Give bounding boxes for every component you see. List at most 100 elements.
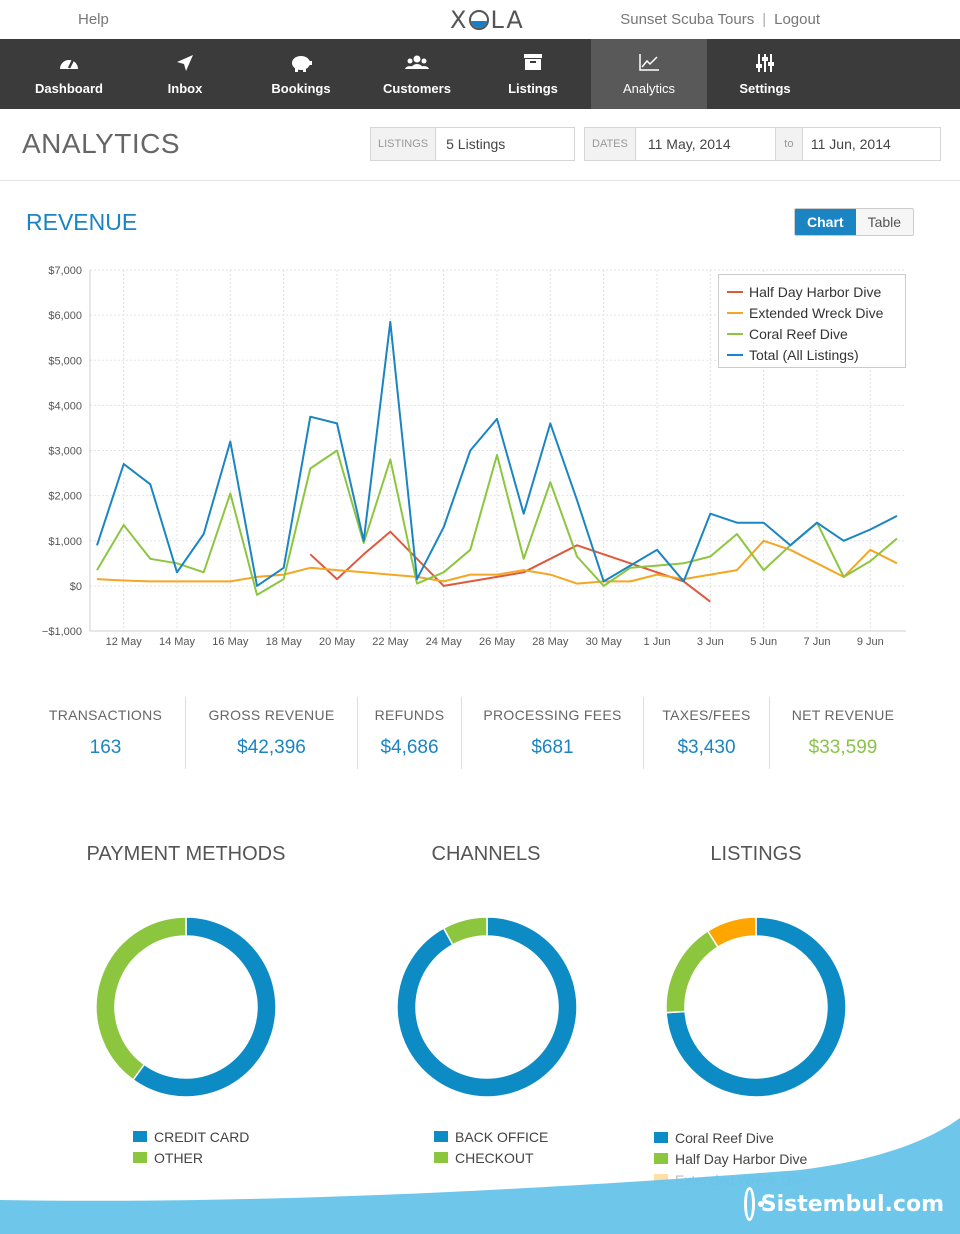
stat-label: REFUNDS bbox=[374, 707, 445, 723]
x-tick-label: 3 Jun bbox=[697, 636, 724, 648]
donut-slice-half-day-harbor-dive[interactable] bbox=[665, 929, 719, 1014]
watermark: Sistembul.com bbox=[744, 1186, 944, 1222]
legend-label: Coral Reef Dive bbox=[675, 1129, 774, 1146]
y-tick-label: $1,000 bbox=[48, 536, 82, 548]
stat-label: NET REVENUE bbox=[791, 707, 895, 723]
x-tick-label: 14 May bbox=[159, 636, 196, 648]
payment-methods-title: PAYMENT METHODS bbox=[86, 843, 286, 865]
revenue-line-chart: −$1,000 $0 $1,000 $2,000 $3,000 $4,000 $5,000 $… bbox=[42, 265, 906, 648]
nav-item-inbox[interactable]: Inbox bbox=[127, 39, 243, 109]
stat-value: $4,686 bbox=[380, 737, 439, 758]
legend-label: OTHER bbox=[154, 1149, 203, 1166]
y-tick-label: $2,000 bbox=[48, 491, 82, 503]
x-tick-label: 26 May bbox=[479, 636, 516, 648]
donut-slice-back-office[interactable] bbox=[396, 916, 578, 1098]
series-line-total bbox=[96, 320, 898, 587]
archive-icon bbox=[523, 53, 543, 77]
table-button[interactable]: Table bbox=[855, 209, 914, 235]
legend-swatch bbox=[133, 1131, 147, 1142]
legend-label: Coral Reef Dive bbox=[749, 325, 848, 342]
stat-label: GROSS REVENUE bbox=[208, 707, 335, 723]
bottom-wave bbox=[0, 1118, 960, 1234]
nav-label: Customers bbox=[383, 80, 451, 96]
nav-item-customers[interactable]: Customers bbox=[359, 39, 475, 109]
chart-button[interactable]: Chart bbox=[795, 209, 856, 235]
legend-item-total[interactable]: Total (All Listings) bbox=[727, 344, 905, 365]
legend-swatch bbox=[654, 1174, 668, 1185]
y-tick-label: $3,000 bbox=[48, 446, 82, 458]
main-nav: Dashboard Inbox Bookings Customers Listi… bbox=[0, 39, 960, 109]
nav-label: Bookings bbox=[271, 80, 331, 96]
listings-title: LISTINGS bbox=[710, 843, 802, 865]
y-tick-label: $7,000 bbox=[48, 265, 82, 277]
y-tick-label: −$1,000 bbox=[42, 626, 82, 638]
nav-item-settings[interactable]: Settings bbox=[707, 39, 823, 109]
legend-item-coral[interactable]: Coral Reef Dive bbox=[727, 323, 905, 344]
y-tick-label: $5,000 bbox=[48, 355, 82, 367]
help-link[interactable]: Help bbox=[78, 11, 109, 28]
sliders-icon bbox=[754, 53, 776, 77]
legend-item-extended[interactable]: Extended Wreck Dive bbox=[727, 302, 905, 323]
legend-label: CHECKOUT bbox=[455, 1149, 534, 1166]
date-to-input[interactable]: 11 Jun, 2014 bbox=[810, 136, 891, 152]
legend-swatch bbox=[434, 1131, 448, 1142]
xola-logo[interactable]: X LA bbox=[450, 6, 525, 34]
stat-gross-revenue: GROSS REVENUE $42,396 bbox=[186, 697, 358, 769]
stat-value: $3,430 bbox=[677, 737, 736, 758]
legend-item: BACK OFFICE bbox=[434, 1126, 548, 1147]
legend-item: Half Day Harbor Dive bbox=[654, 1148, 809, 1169]
date-to-label: to bbox=[774, 128, 803, 160]
listings-filter-value[interactable]: 5 Listings bbox=[446, 136, 506, 152]
legend-swatch bbox=[727, 353, 743, 356]
nav-item-bookings[interactable]: Bookings bbox=[243, 39, 359, 109]
legend-swatch bbox=[434, 1152, 448, 1163]
donut-slice-other[interactable] bbox=[95, 916, 187, 1081]
stat-value: $681 bbox=[531, 737, 574, 758]
channels-donut bbox=[396, 916, 578, 1098]
listings-donut bbox=[665, 916, 847, 1098]
stat-value: $42,396 bbox=[237, 737, 306, 758]
nav-item-analytics[interactable]: Analytics bbox=[591, 39, 707, 109]
y-tick-label: $6,000 bbox=[48, 310, 82, 322]
series-line-extended-wreck-dive bbox=[96, 539, 898, 585]
listings-filter[interactable]: LISTINGS 5 Listings bbox=[370, 127, 575, 161]
x-tick-label: 7 Jun bbox=[804, 636, 831, 648]
chart-table-toggle: Chart Table bbox=[794, 208, 915, 236]
watermark-icon bbox=[744, 1187, 764, 1221]
account-name-link[interactable]: Sunset Scuba Tours bbox=[620, 11, 755, 28]
donut-slice-extended-wreck-dive[interactable] bbox=[706, 916, 757, 949]
arrow-icon bbox=[175, 53, 195, 77]
revenue-title: REVENUE bbox=[26, 209, 138, 235]
nav-label: Analytics bbox=[622, 80, 676, 96]
stat-value: $33,599 bbox=[808, 737, 878, 758]
x-tick-label: 28 May bbox=[532, 636, 569, 648]
header-divider bbox=[0, 180, 960, 181]
nav-item-listings[interactable]: Listings bbox=[475, 39, 591, 109]
legend-swatch bbox=[727, 332, 743, 335]
legend-item-half-day[interactable]: Half Day Harbor Dive bbox=[727, 281, 905, 302]
dates-filter-label: DATES bbox=[585, 128, 636, 160]
y-tick-label: $4,000 bbox=[48, 400, 82, 412]
date-from-input[interactable]: 11 May, 2014 bbox=[647, 136, 731, 152]
nav-label: Listings bbox=[508, 80, 558, 96]
legend-item: CHECKOUT bbox=[434, 1147, 548, 1168]
series-line-half-day-harbor-dive bbox=[309, 530, 711, 603]
gauge-icon bbox=[58, 53, 80, 77]
legend-item: OTHER bbox=[133, 1147, 249, 1168]
revenue-stats: TRANSACTIONS 163 GROSS REVENUE $42,396 R… bbox=[26, 697, 934, 769]
logout-link[interactable]: Logout bbox=[774, 11, 820, 28]
donut-slice-coral-reef-dive[interactable] bbox=[665, 916, 847, 1098]
legend-swatch bbox=[133, 1152, 147, 1163]
nav-label: Dashboard bbox=[35, 80, 103, 96]
donut-slice-checkout[interactable] bbox=[442, 916, 488, 946]
watermark-text: Sistembul.com bbox=[760, 1191, 944, 1217]
nav-item-dashboard[interactable]: Dashboard bbox=[11, 39, 127, 109]
nav-label: Inbox bbox=[167, 80, 203, 96]
stat-label: PROCESSING FEES bbox=[483, 707, 622, 723]
legend-label: Extended Wreck Dive bbox=[749, 304, 884, 321]
top-bar: Help X LA Sunset Scuba Tours | Logout bbox=[0, 0, 960, 39]
stat-label: TAXES/FEES bbox=[662, 707, 751, 723]
channels-title: CHANNELS bbox=[431, 843, 541, 865]
legend-label: Half Day Harbor Dive bbox=[675, 1150, 808, 1167]
stat-processing-fees: PROCESSING FEES $681 bbox=[462, 697, 644, 769]
